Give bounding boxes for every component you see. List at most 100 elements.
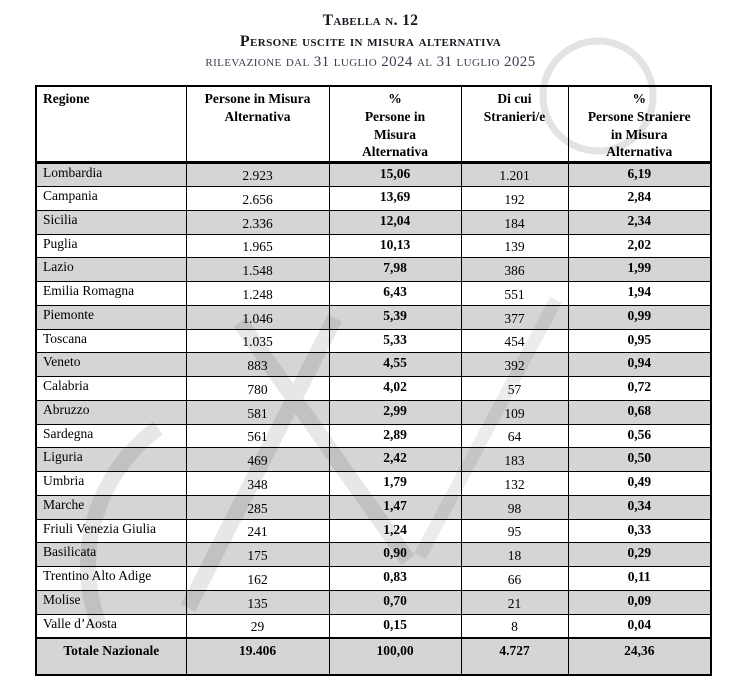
foreigners-value-cell: 8 <box>460 613 569 639</box>
foreigners-value-cell: 1.201 <box>460 162 569 187</box>
persons-value-cell: 1.046 <box>185 304 330 330</box>
region-name-cell: Valle d’Aosta <box>35 613 187 639</box>
persons-pct-cell: 0,90 <box>328 542 462 567</box>
table-row: Abruzzo 581 2,99 109 0,68 <box>35 399 712 425</box>
region-name-cell: Umbria <box>35 471 187 496</box>
table-row: Campania 2.656 13,69 192 2,84 <box>35 186 712 211</box>
foreigners-value-cell: 139 <box>460 233 569 259</box>
foreigners-value-cell: 377 <box>460 304 569 330</box>
foreign-pct-cell: 0,33 <box>567 518 712 544</box>
foreign-pct-cell: 1,94 <box>567 281 712 306</box>
persons-pct-cell: 1,47 <box>328 494 462 520</box>
foreigners-value-cell: 551 <box>460 281 569 306</box>
foreign-pct-cell: 6,19 <box>567 162 712 187</box>
persons-value-cell: 162 <box>185 566 330 591</box>
persons-value-cell: 780 <box>185 376 330 401</box>
persons-value-cell: 469 <box>185 447 330 472</box>
region-name-cell: Piemonte <box>35 304 187 330</box>
persons-value-cell: 285 <box>185 494 330 520</box>
persons-pct-cell: 0,15 <box>328 613 462 639</box>
foreign-pct-cell: 0,11 <box>567 566 712 591</box>
foreigners-value-cell: 192 <box>460 186 569 211</box>
persons-pct-cell: 4,55 <box>328 352 462 377</box>
persons-pct-cell: 12,04 <box>328 209 462 235</box>
table-number-title: Tabella n. 12 <box>322 12 419 29</box>
total-foreigners-value: 4.727 <box>460 636 569 676</box>
region-name-cell: Sicilia <box>35 209 187 235</box>
persons-pct-cell: 2,89 <box>328 423 462 449</box>
persons-pct-cell: 2,99 <box>328 399 462 425</box>
persons-pct-cell: 0,70 <box>328 589 462 615</box>
persons-value-cell: 2.923 <box>185 162 330 187</box>
persons-value-cell: 561 <box>185 423 330 449</box>
persons-value-cell: 1.035 <box>185 328 330 354</box>
table-row: Calabria 780 4,02 57 0,72 <box>35 376 712 401</box>
foreign-pct-cell: 0,99 <box>567 304 712 330</box>
foreign-pct-cell: 2,02 <box>567 233 712 259</box>
table-row: Piemonte 1.046 5,39 377 0,99 <box>35 304 712 330</box>
table-row: Lazio 1.548 7,98 386 1,99 <box>35 257 712 282</box>
region-name-cell: Friuli Venezia Giulia <box>35 518 187 544</box>
persons-pct-cell: 7,98 <box>328 257 462 282</box>
region-name-cell: Campania <box>35 186 187 211</box>
region-name-cell: Toscana <box>35 328 187 354</box>
table-row: Valle d’Aosta 29 0,15 8 0,04 <box>35 613 712 639</box>
region-name-cell: Trentino Alto Adige <box>35 566 187 591</box>
foreign-pct-cell: 0,29 <box>567 542 712 567</box>
table-row: Emilia Romagna 1.248 6,43 551 1,94 <box>35 281 712 306</box>
persons-value-cell: 348 <box>185 471 330 496</box>
foreigners-value-cell: 392 <box>460 352 569 377</box>
region-name-cell: Basilicata <box>35 542 187 567</box>
foreigners-value-cell: 454 <box>460 328 569 354</box>
region-name-cell: Veneto <box>35 352 187 377</box>
persons-pct-cell: 10,13 <box>328 233 462 259</box>
table-header-row: Regione Persone in Misura Alternativa % … <box>35 85 712 165</box>
foreigners-value-cell: 184 <box>460 209 569 235</box>
region-name-cell: Emilia Romagna <box>35 281 187 306</box>
persons-value-cell: 1.248 <box>185 281 330 306</box>
table-row: Veneto 883 4,55 392 0,94 <box>35 352 712 377</box>
foreign-pct-cell: 2,34 <box>567 209 712 235</box>
foreign-pct-cell: 1,99 <box>567 257 712 282</box>
table-row: Lombardia 2.923 15,06 1.201 6,19 <box>35 162 712 187</box>
foreigners-value-cell: 57 <box>460 376 569 401</box>
table-subtitle: rilevazione dal 31 luglio 2024 al 31 lug… <box>205 54 536 71</box>
foreign-pct-cell: 0,68 <box>567 399 712 425</box>
persons-value-cell: 135 <box>185 589 330 615</box>
column-header-pct-persone-misura: % Persone in Misura Alternativa <box>328 85 462 165</box>
document-header: Tabella n. 12 Persone uscite in misura a… <box>0 0 741 72</box>
foreigners-value-cell: 18 <box>460 542 569 567</box>
total-persons-value: 19.406 <box>185 636 330 676</box>
foreign-pct-cell: 0,94 <box>567 352 712 377</box>
persons-pct-cell: 1,24 <box>328 518 462 544</box>
persons-value-cell: 175 <box>185 542 330 567</box>
region-name-cell: Calabria <box>35 376 187 401</box>
persons-value-cell: 883 <box>185 352 330 377</box>
table-row: Sardegna 561 2,89 64 0,56 <box>35 423 712 449</box>
foreign-pct-cell: 0,09 <box>567 589 712 615</box>
foreigners-value-cell: 98 <box>460 494 569 520</box>
persons-pct-cell: 1,79 <box>328 471 462 496</box>
persons-pct-cell: 4,02 <box>328 376 462 401</box>
foreigners-value-cell: 109 <box>460 399 569 425</box>
table-total-row: Totale Nazionale 19.406 100,00 4.727 24,… <box>35 636 712 676</box>
total-pct-value: 100,00 <box>328 636 462 676</box>
persons-pct-cell: 6,43 <box>328 281 462 306</box>
foreign-pct-cell: 0,50 <box>567 447 712 472</box>
foreign-pct-cell: 0,56 <box>567 423 712 449</box>
foreign-pct-cell: 2,84 <box>567 186 712 211</box>
persons-pct-cell: 2,42 <box>328 447 462 472</box>
foreigners-value-cell: 66 <box>460 566 569 591</box>
table-row: Trentino Alto Adige 162 0,83 66 0,11 <box>35 566 712 591</box>
column-header-di-cui-stranieri: Di cui Stranieri/e <box>460 85 569 165</box>
table-row: Sicilia 2.336 12,04 184 2,34 <box>35 209 712 235</box>
foreign-pct-cell: 0,04 <box>567 613 712 639</box>
column-header-persone-misura: Persone in Misura Alternativa <box>185 85 330 165</box>
table-row: Puglia 1.965 10,13 139 2,02 <box>35 233 712 259</box>
region-name-cell: Sardegna <box>35 423 187 449</box>
column-header-pct-persone-straniere: % Persone Straniere in Misura Alternativ… <box>567 85 712 165</box>
foreign-pct-cell: 0,49 <box>567 471 712 496</box>
persons-pct-cell: 0,83 <box>328 566 462 591</box>
region-name-cell: Puglia <box>35 233 187 259</box>
